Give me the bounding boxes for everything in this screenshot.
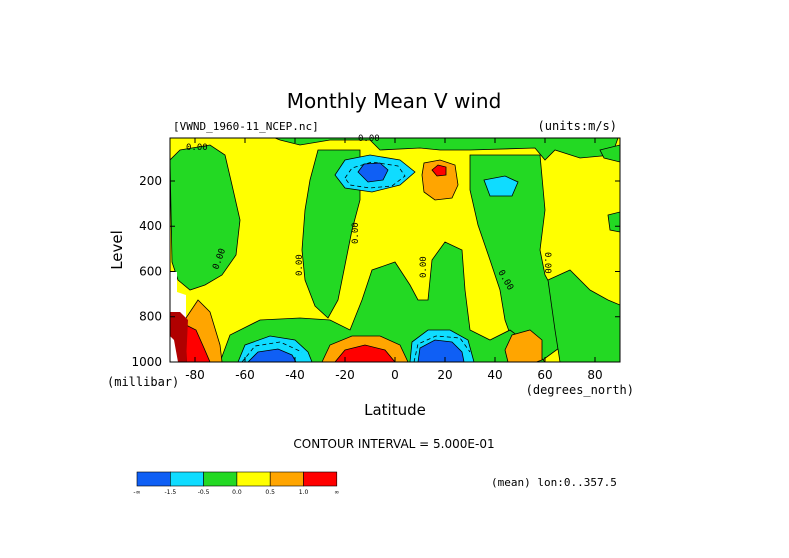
fill-darkred-antarctic xyxy=(170,312,188,362)
y-axis-unit: (millibar) xyxy=(107,375,179,389)
colorbar-label: 1.0 xyxy=(299,489,309,496)
colorbar: -∞ -1.5 -0.5 0.0 0.5 1.0 ∞ xyxy=(133,471,339,496)
fill-blue-bottom-north xyxy=(417,339,465,362)
fill-green-edge-bit-2 xyxy=(599,144,620,163)
x-tick-label: -60 xyxy=(235,368,255,382)
colorbar-label: ∞ xyxy=(334,489,339,496)
dashed-contour-3 xyxy=(413,335,471,362)
y-axis-title: Level xyxy=(108,230,126,270)
x-axis-unit: (degrees_north) xyxy=(526,383,634,397)
fill-green-tongue-south xyxy=(301,149,361,319)
x-tick-label: -40 xyxy=(285,368,305,382)
contour-label: 0.00 xyxy=(419,256,429,278)
fill-green-edge-bit-1 xyxy=(607,211,620,233)
fill-blue-bottom-south xyxy=(247,348,297,362)
contour-label: 0.00 xyxy=(351,222,361,244)
y-tick-label: 800 xyxy=(139,310,162,324)
fill-green-right-edge xyxy=(547,269,620,362)
x-tick-label: -20 xyxy=(335,368,355,382)
fill-green-tongue-north xyxy=(469,154,571,362)
y-axis: 200 400 600 800 1000 xyxy=(131,174,620,369)
colorbar-label: -1.5 xyxy=(164,489,176,496)
x-axis: -80 -60 -40 -20 0 20 40 60 80 xyxy=(185,138,603,382)
x-tick-label: 60 xyxy=(537,368,552,382)
dashed-contour-1 xyxy=(344,161,406,189)
y-tick-label: 400 xyxy=(139,219,162,233)
colorbar-label: 0.0 xyxy=(232,489,242,496)
colorbar-label: -0.5 xyxy=(198,489,210,496)
footer-lon-text: (mean) lon:0..357.5 xyxy=(491,476,617,489)
x-axis-title: Latitude xyxy=(364,401,426,419)
contour-fill-layer xyxy=(170,138,620,362)
contour-label: 0.00 xyxy=(358,134,380,144)
units-label: (units:m/s) xyxy=(538,119,617,133)
colorbar-swatch xyxy=(170,471,204,487)
y-tick-label: 1000 xyxy=(131,355,162,369)
fill-red-bottom-equator xyxy=(334,344,396,362)
fill-green-left-column xyxy=(170,144,241,291)
fill-green-lower-band xyxy=(219,241,546,362)
x-tick-label: 40 xyxy=(487,368,502,382)
colorbar-swatch xyxy=(236,471,271,487)
colorbar-swatch xyxy=(303,471,338,487)
y-tick-label: 600 xyxy=(139,264,162,278)
dataset-label: [VWND_1960-11_NCEP.nc] xyxy=(173,120,319,133)
colorbar-swatch xyxy=(203,471,238,487)
fill-red-upper-north xyxy=(431,164,447,177)
colorbar-label: 0.5 xyxy=(265,489,275,496)
x-tick-label: 0 xyxy=(391,368,399,382)
y-tick-label: 200 xyxy=(139,174,162,188)
colorbar-swatch xyxy=(269,471,304,487)
x-tick-label: 20 xyxy=(437,368,452,382)
x-tick-label: 80 xyxy=(587,368,602,382)
colorbar-label: -∞ xyxy=(133,489,140,496)
colorbar-swatch xyxy=(136,471,171,487)
fill-orange-upper-north xyxy=(421,159,459,201)
negative-contours xyxy=(241,161,471,362)
contour-label: 0.00 xyxy=(542,252,552,274)
dashed-contour-2 xyxy=(241,341,303,362)
contour-label: 0.00 xyxy=(295,254,305,276)
chart-title: Monthly Mean V wind xyxy=(287,89,502,113)
contour-label: 0.00 xyxy=(186,143,208,153)
contour-interval-text: CONTOUR INTERVAL = 5.000E-01 xyxy=(293,437,494,451)
fill-green-top-band xyxy=(274,138,619,161)
fill-orange-bottom-midlat xyxy=(504,329,543,362)
fill-cyan-upper-north xyxy=(483,175,519,197)
x-tick-label: -80 xyxy=(185,368,205,382)
